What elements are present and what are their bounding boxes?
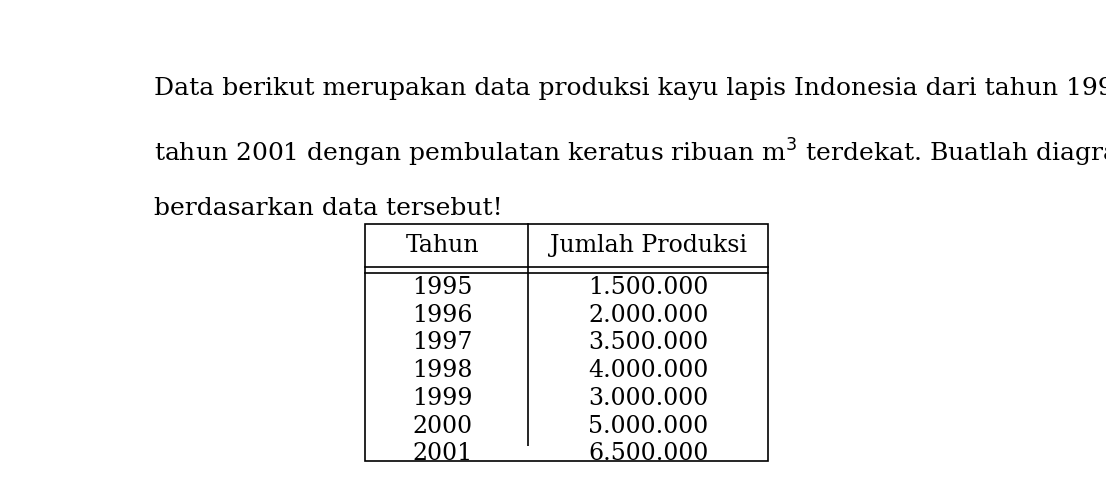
Text: 3.000.000: 3.000.000 (588, 387, 708, 410)
Text: 5.000.000: 5.000.000 (588, 415, 708, 438)
Text: 1998: 1998 (413, 359, 472, 382)
Text: Data berikut merupakan data produksi kayu lapis Indonesia dari tahun 1995 sampai: Data berikut merupakan data produksi kay… (154, 78, 1106, 101)
Text: 2000: 2000 (413, 415, 472, 438)
Text: 1996: 1996 (413, 304, 472, 327)
Text: 1997: 1997 (413, 331, 472, 354)
Text: 2.000.000: 2.000.000 (588, 304, 709, 327)
Text: 4.000.000: 4.000.000 (588, 359, 709, 382)
Text: 6.500.000: 6.500.000 (588, 442, 709, 465)
Text: 1999: 1999 (413, 387, 472, 410)
Text: Tahun: Tahun (406, 234, 479, 257)
Text: tahun 2001 dengan pembulatan keratus ribuan m$^{3}$ terdekat. Buatlah diagram ga: tahun 2001 dengan pembulatan keratus rib… (154, 137, 1106, 169)
Text: 3.500.000: 3.500.000 (588, 331, 708, 354)
Text: 1.500.000: 1.500.000 (588, 276, 709, 299)
Text: Jumlah Produksi: Jumlah Produksi (550, 234, 747, 257)
Text: 1995: 1995 (413, 276, 472, 299)
Text: berdasarkan data tersebut!: berdasarkan data tersebut! (154, 197, 502, 220)
Bar (365, 224, 769, 461)
Text: 2001: 2001 (413, 442, 472, 465)
